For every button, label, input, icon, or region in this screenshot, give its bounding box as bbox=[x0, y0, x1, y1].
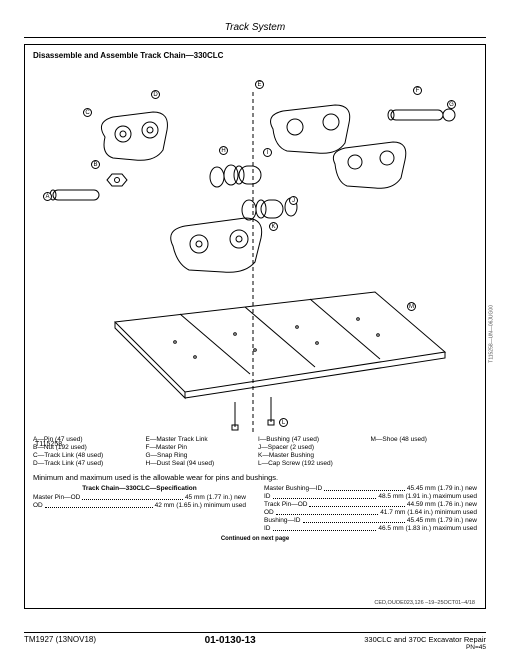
spec-label: Master Pin—OD bbox=[33, 494, 80, 502]
footer-row: TM1927 (13NOV18) 01-0130-13 330CLC and 3… bbox=[24, 635, 486, 651]
legend-item: F—Master Pin bbox=[146, 444, 253, 452]
diagram-svg bbox=[33, 62, 477, 442]
callout-C: C bbox=[83, 108, 92, 117]
callout-H: H bbox=[219, 146, 228, 155]
footer-rule bbox=[24, 632, 486, 633]
continued-note: Continued on next page bbox=[33, 536, 477, 542]
spec-value: 45.45 mm (1.79 in.) new bbox=[407, 485, 477, 493]
leader-dots bbox=[303, 517, 405, 523]
spec-label: Bushing—ID bbox=[264, 517, 301, 525]
callout-E: E bbox=[255, 80, 264, 89]
spec-label: ID bbox=[264, 493, 271, 501]
side-reference: T115258—UN—06JUG00 bbox=[489, 305, 495, 363]
content-frame: Disassemble and Assemble Track Chain—330… bbox=[24, 44, 486, 609]
callout-K: K bbox=[269, 222, 278, 231]
spec-row: OD 41.7 mm (1.64 in.) minimum used bbox=[264, 509, 477, 517]
spec-row: ID 46.5 mm (1.83 in.) maximum used bbox=[264, 525, 477, 533]
spec-value: 45 mm (1.77 in.) new bbox=[185, 494, 246, 502]
spec-label: OD bbox=[33, 502, 43, 510]
spec-value: 44.59 mm (1.76 in.) new bbox=[407, 501, 477, 509]
spec-value: 46.5 mm (1.83 in.) maximum used bbox=[378, 525, 477, 533]
spec-label: ID bbox=[264, 525, 271, 533]
leader-dots bbox=[276, 509, 378, 515]
callout-F: F bbox=[413, 86, 422, 95]
spec-title: Track Chain—330CLC—Specification bbox=[33, 485, 246, 493]
doc-id: CED,OUOE023,126 –19–25OCT01–4/18 bbox=[374, 600, 475, 606]
spec-row: ID 48.5 mm (1.91 in.) maximum used bbox=[264, 493, 477, 501]
callout-L: L bbox=[279, 418, 288, 427]
spec-right-column: Master Bushing—ID 45.45 mm (1.79 in.) new… bbox=[264, 485, 477, 534]
spec-area: Track Chain—330CLC—Specification Master … bbox=[33, 485, 477, 534]
spec-value: 45.45 mm (1.79 in.) new bbox=[407, 517, 477, 525]
leader-dots bbox=[309, 501, 404, 507]
page: Track System Disassemble and Assemble Tr… bbox=[0, 0, 510, 657]
callout-I: I bbox=[263, 148, 272, 157]
legend-item: G—Snap Ring bbox=[146, 452, 253, 460]
footer-right: 330CLC and 370C Excavator Repair PN=45 bbox=[364, 635, 486, 651]
legend-item: C—Track Link (48 used) bbox=[33, 452, 140, 460]
leader-dots bbox=[324, 485, 405, 491]
section-title: Disassemble and Assemble Track Chain—330… bbox=[33, 51, 477, 60]
spec-row: Bushing—ID 45.45 mm (1.79 in.) new bbox=[264, 517, 477, 525]
page-footer: TM1927 (13NOV18) 01-0130-13 330CLC and 3… bbox=[24, 632, 486, 651]
spec-label: OD bbox=[264, 509, 274, 517]
callout-J: J bbox=[289, 196, 298, 205]
spec-value: 48.5 mm (1.91 in.) maximum used bbox=[378, 493, 477, 501]
leader-dots bbox=[273, 525, 377, 531]
legend-item: H—Dust Seal (94 used) bbox=[146, 460, 253, 468]
spec-left-column: Track Chain—330CLC—Specification Master … bbox=[33, 485, 246, 534]
spec-value: 42 mm (1.65 in.) minimum used bbox=[155, 502, 246, 510]
footer-manual-title: 330CLC and 370C Excavator Repair bbox=[364, 635, 486, 644]
spec-label: Track Pin—OD bbox=[264, 501, 307, 509]
callout-D: D bbox=[151, 90, 160, 99]
leader-dots bbox=[273, 493, 377, 499]
spec-row: OD 42 mm (1.65 in.) minimum used bbox=[33, 502, 246, 510]
spec-label: Master Bushing—ID bbox=[264, 485, 322, 493]
footer-page-num: PN=45 bbox=[364, 644, 486, 651]
callout-B: B bbox=[91, 160, 100, 169]
header-rule bbox=[24, 37, 486, 38]
running-header: Track System bbox=[24, 22, 486, 33]
spec-row: Master Bushing—ID 45.45 mm (1.79 in.) new bbox=[264, 485, 477, 493]
legend-item: J—Spacer (2 used) bbox=[258, 444, 365, 452]
callout-G: G bbox=[447, 100, 456, 109]
legend-item: K—Master Bushing bbox=[258, 452, 365, 460]
exploded-diagram: A B C D E F G H I J K L M bbox=[33, 62, 477, 442]
callout-M: M bbox=[407, 302, 416, 311]
callout-A: A bbox=[43, 192, 52, 201]
footer-center: 01-0130-13 bbox=[205, 635, 256, 651]
leader-dots bbox=[82, 494, 183, 500]
spec-row: Track Pin—OD 44.59 mm (1.76 in.) new bbox=[264, 501, 477, 509]
legend-item: D—Track Link (47 used) bbox=[33, 460, 140, 468]
wear-note: Minimum and maximum used is the allowabl… bbox=[33, 473, 477, 482]
spec-row: Master Pin—OD 45 mm (1.77 in.) new bbox=[33, 494, 246, 502]
figure-id: T115258 bbox=[35, 441, 62, 448]
footer-left: TM1927 (13NOV18) bbox=[24, 635, 96, 651]
leader-dots bbox=[45, 502, 153, 508]
legend-item: L—Cap Screw (192 used) bbox=[258, 460, 365, 468]
spec-value: 41.7 mm (1.64 in.) minimum used bbox=[380, 509, 477, 517]
